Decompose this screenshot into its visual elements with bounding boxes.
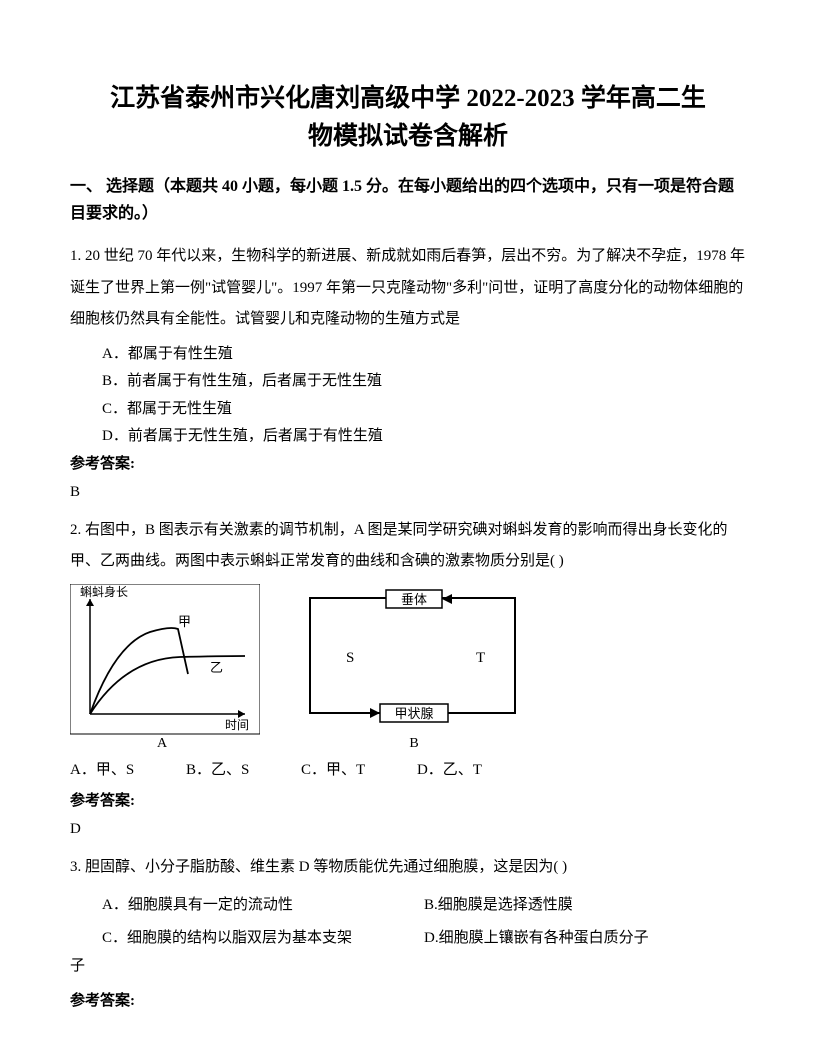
diag-a-curve2: 乙: [210, 660, 223, 675]
title-line-2: 物模拟试卷含解析: [70, 118, 746, 156]
q3-option-d: D.细胞膜上镶嵌有各种蛋白质分子: [424, 922, 746, 955]
diag-a-xlabel: 时间: [225, 718, 249, 732]
q2-diagram-b: 垂体 甲状腺 S T B: [286, 584, 536, 749]
diag-b-topbox: 垂体: [401, 592, 427, 607]
q1-text: 1. 20 世纪 70 年代以来，生物科学的新进展、新成就如雨后春笋，层出不穷。…: [70, 241, 746, 336]
diag-b-caption: B: [409, 736, 418, 749]
q2-option-a: A．甲、S: [70, 755, 134, 785]
q2-answer: D: [70, 814, 746, 846]
q1-option-c: C．都属于无性生殖: [102, 397, 746, 423]
q2-option-d: D．乙、T: [417, 755, 482, 785]
q2-option-c: C．甲、T: [301, 755, 365, 785]
diag-b-s: S: [346, 650, 354, 666]
q1-answer-label: 参考答案:: [70, 452, 746, 478]
exam-page: 江苏省泰州市兴化唐刘高级中学 2022-2023 学年高二生 物模拟试卷含解析 …: [0, 0, 816, 1056]
q2-diagrams: 蝌蚪身长 甲 乙 时间 A 垂体 甲状腺 S T B: [70, 584, 746, 749]
q1-option-b: B．前者属于有性生殖，后者属于无性生殖: [102, 369, 746, 395]
diag-b-t: T: [476, 650, 485, 666]
q2-diagram-a: 蝌蚪身长 甲 乙 时间 A: [70, 584, 260, 749]
title-line-1: 江苏省泰州市兴化唐刘高级中学 2022-2023 学年高二生: [70, 80, 746, 118]
diag-b-bottombox: 甲状腺: [394, 706, 433, 721]
q3-row-cd: C．细胞膜的结构以脂双层为基本支架 D.细胞膜上镶嵌有各种蛋白质分子: [70, 922, 746, 955]
q2-options: A．甲、S B．乙、S C．甲、T D．乙、T: [70, 755, 746, 785]
diag-a-ylabel: 蝌蚪身长: [80, 584, 128, 599]
q3-text: 3. 胆固醇、小分子脂肪酸、维生素 D 等物质能优先通过细胞膜，这是因为( ): [70, 852, 746, 884]
doc-title: 江苏省泰州市兴化唐刘高级中学 2022-2023 学年高二生 物模拟试卷含解析: [70, 80, 746, 155]
q3-answer-label: 参考答案:: [70, 989, 746, 1015]
q3-option-b: B.细胞膜是选择透性膜: [424, 889, 746, 922]
diag-a-caption: A: [157, 736, 168, 749]
q3-row-ab: A．细胞膜具有一定的流动性 B.细胞膜是选择透性膜: [70, 889, 746, 922]
diag-a-curve1: 甲: [178, 614, 191, 629]
q3-option-c: C．细胞膜的结构以脂双层为基本支架: [70, 922, 424, 955]
section-1-heading: 一、 选择题（本题共 40 小题，每小题 1.5 分。在每小题给出的四个选项中，…: [70, 173, 746, 227]
q2-option-b: B．乙、S: [186, 755, 249, 785]
q1-answer: B: [70, 477, 746, 509]
q2-text: 2. 右图中，B 图表示有关激素的调节机制，A 图是某同学研究碘对蝌蚪发育的影响…: [70, 515, 746, 578]
q1-option-d: D．前者属于无性生殖，后者属于有性生殖: [102, 424, 746, 450]
q2-answer-label: 参考答案:: [70, 789, 746, 815]
q3-option-a: A．细胞膜具有一定的流动性: [70, 889, 424, 922]
q1-option-a: A．都属于有性生殖: [102, 342, 746, 368]
q3-tail: 子: [70, 951, 746, 983]
